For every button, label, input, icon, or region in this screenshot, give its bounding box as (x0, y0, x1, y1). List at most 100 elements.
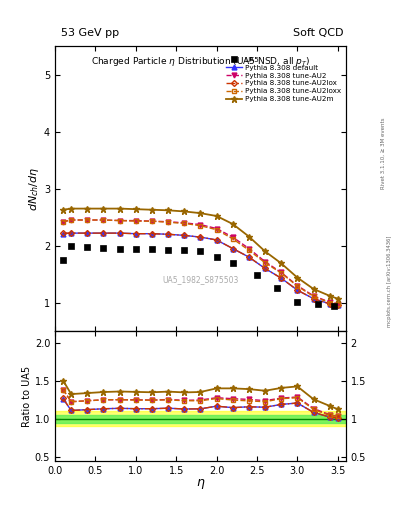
Pythia 8.308 default (295, 287, 300, 293)
UA5 (255, 272, 259, 279)
Pythia 8.308 tune-AU2lox (214, 237, 219, 243)
Pythia 8.308 tune-AU2 (166, 219, 171, 225)
Pythia 8.308 tune-AU2loxx (295, 283, 300, 289)
Pythia 8.308 tune-AU2 (279, 269, 284, 275)
Pythia 8.308 tune-AU2lox (311, 295, 316, 302)
Pythia 8.308 tune-AU2 (101, 217, 106, 223)
Pythia 8.308 tune-AU2lox (246, 254, 251, 260)
Text: 53 GeV pp: 53 GeV pp (61, 28, 119, 38)
Pythia 8.308 tune-AU2lox (327, 301, 332, 307)
Pythia 8.308 tune-AU2m (117, 205, 122, 211)
Pythia 8.308 tune-AU2m (85, 205, 90, 211)
UA5 (198, 248, 203, 254)
UA5 (166, 247, 171, 253)
Pythia 8.308 tune-AU2lox (85, 230, 90, 236)
Pythia 8.308 default (85, 230, 90, 236)
Pythia 8.308 tune-AU2 (335, 301, 340, 307)
Pythia 8.308 tune-AU2lox (279, 275, 284, 281)
Pythia 8.308 tune-AU2lox (182, 232, 187, 239)
Pythia 8.308 default (214, 237, 219, 243)
Line: Pythia 8.308 tune-AU2: Pythia 8.308 tune-AU2 (61, 218, 340, 306)
Y-axis label: $dN_{ch}/d\eta$: $dN_{ch}/d\eta$ (27, 166, 41, 211)
Pythia 8.308 default (246, 254, 251, 260)
Line: Pythia 8.308 default: Pythia 8.308 default (61, 231, 340, 307)
Pythia 8.308 tune-AU2 (134, 218, 138, 224)
Pythia 8.308 tune-AU2 (214, 225, 219, 231)
Pythia 8.308 tune-AU2 (263, 259, 267, 265)
Pythia 8.308 tune-AU2 (311, 293, 316, 299)
UA5 (117, 245, 122, 251)
Pythia 8.308 tune-AU2 (327, 299, 332, 305)
UA5 (331, 303, 336, 309)
Pythia 8.308 tune-AU2m (69, 205, 73, 211)
Pythia 8.308 tune-AU2loxx (263, 260, 267, 266)
Pythia 8.308 default (69, 230, 73, 236)
UA5 (150, 245, 154, 251)
UA5 (69, 243, 73, 249)
Pythia 8.308 tune-AU2 (150, 218, 154, 224)
Bar (55, 415, 346, 423)
Pythia 8.308 tune-AU2lox (61, 230, 66, 236)
Text: Charged Particle$\ \eta\ $Distribution$\ $(UA5 NSD, all $p_T$): Charged Particle$\ \eta\ $Distribution$\… (91, 55, 310, 68)
Pythia 8.308 default (327, 301, 332, 307)
Pythia 8.308 default (230, 245, 235, 251)
Line: UA5: UA5 (60, 242, 337, 309)
Pythia 8.308 tune-AU2m (182, 208, 187, 215)
Pythia 8.308 tune-AU2loxx (335, 301, 340, 307)
UA5 (275, 285, 279, 291)
Bar (55, 411, 346, 426)
Pythia 8.308 tune-AU2m (166, 207, 171, 214)
Pythia 8.308 tune-AU2lox (166, 231, 171, 238)
UA5 (315, 301, 320, 307)
Pythia 8.308 default (335, 302, 340, 308)
Pythia 8.308 tune-AU2m (61, 207, 66, 213)
Pythia 8.308 default (166, 231, 171, 238)
UA5 (295, 299, 300, 305)
Pythia 8.308 tune-AU2loxx (246, 247, 251, 253)
Pythia 8.308 default (279, 275, 284, 281)
Legend: UA5, Pythia 8.308 default, Pythia 8.308 tune-AU2, Pythia 8.308 tune-AU2lox, Pyth: UA5, Pythia 8.308 default, Pythia 8.308 … (224, 55, 342, 103)
Pythia 8.308 tune-AU2loxx (85, 217, 90, 223)
Pythia 8.308 tune-AU2m (327, 293, 332, 299)
Line: Pythia 8.308 tune-AU2loxx: Pythia 8.308 tune-AU2loxx (61, 218, 340, 306)
Pythia 8.308 default (150, 230, 154, 237)
Pythia 8.308 tune-AU2lox (134, 230, 138, 237)
Pythia 8.308 tune-AU2 (85, 217, 90, 223)
Text: mcplots.cern.ch [arXiv:1306.3436]: mcplots.cern.ch [arXiv:1306.3436] (387, 236, 391, 327)
Pythia 8.308 tune-AU2lox (295, 287, 300, 293)
Pythia 8.308 tune-AU2lox (101, 230, 106, 236)
Pythia 8.308 tune-AU2m (335, 295, 340, 302)
Pythia 8.308 tune-AU2m (101, 205, 106, 211)
Pythia 8.308 tune-AU2 (117, 218, 122, 224)
Line: Pythia 8.308 tune-AU2m: Pythia 8.308 tune-AU2m (60, 205, 341, 302)
Text: Rivet 3.1.10, ≥ 3M events: Rivet 3.1.10, ≥ 3M events (381, 118, 386, 189)
Pythia 8.308 tune-AU2lox (335, 302, 340, 308)
Line: Pythia 8.308 tune-AU2lox: Pythia 8.308 tune-AU2lox (61, 231, 340, 307)
Pythia 8.308 tune-AU2loxx (214, 227, 219, 233)
Pythia 8.308 tune-AU2m (279, 260, 284, 266)
Pythia 8.308 tune-AU2 (198, 222, 203, 228)
Pythia 8.308 tune-AU2loxx (150, 218, 154, 224)
Pythia 8.308 tune-AU2 (182, 220, 187, 226)
Pythia 8.308 tune-AU2lox (117, 230, 122, 236)
Pythia 8.308 tune-AU2loxx (182, 220, 187, 226)
Pythia 8.308 tune-AU2lox (230, 245, 235, 251)
Pythia 8.308 default (263, 265, 267, 271)
Pythia 8.308 tune-AU2loxx (117, 218, 122, 224)
Pythia 8.308 tune-AU2 (246, 245, 251, 251)
Pythia 8.308 tune-AU2loxx (311, 293, 316, 300)
UA5 (85, 244, 90, 250)
UA5 (230, 260, 235, 266)
Pythia 8.308 tune-AU2lox (263, 265, 267, 271)
Pythia 8.308 default (134, 230, 138, 237)
Pythia 8.308 tune-AU2 (61, 219, 66, 225)
UA5 (101, 245, 106, 251)
Pythia 8.308 tune-AU2 (230, 234, 235, 240)
Pythia 8.308 default (198, 234, 203, 240)
UA5 (61, 257, 66, 263)
Text: UA5_1982_S875503: UA5_1982_S875503 (162, 275, 239, 284)
Pythia 8.308 tune-AU2lox (150, 230, 154, 237)
Pythia 8.308 tune-AU2 (295, 283, 300, 289)
UA5 (134, 245, 138, 251)
Pythia 8.308 tune-AU2loxx (327, 300, 332, 306)
